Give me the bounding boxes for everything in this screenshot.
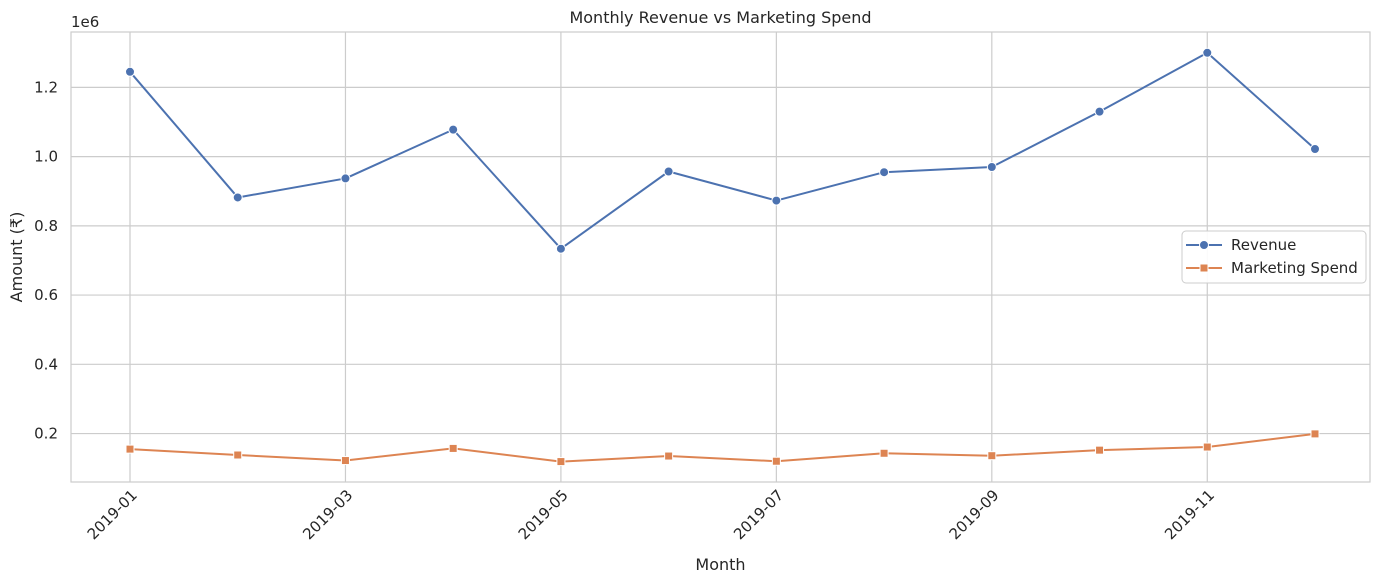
plot-frame	[70, 31, 1371, 483]
series-0	[125, 47, 1320, 254]
y-tick-label: 0.2	[34, 425, 58, 443]
data-point	[125, 444, 135, 454]
legend-item: Marketing Spend	[1186, 259, 1358, 277]
data-point	[555, 243, 566, 254]
x-tick-label: 2019-07	[730, 486, 787, 543]
legend-marker	[1199, 263, 1209, 273]
data-point	[1310, 144, 1320, 154]
y-axis-multiplier: 1e6	[71, 13, 99, 31]
data-point	[771, 456, 781, 466]
legend-item: Revenue	[1186, 236, 1296, 254]
legend: Revenue Marketing Spend	[1181, 230, 1367, 284]
data-point	[1202, 442, 1212, 452]
data-point	[664, 451, 674, 461]
data-point	[232, 192, 243, 203]
x-tick-labels: 2019-01 2019-03 2019-05 2019-07 2019-09 2019-…	[84, 486, 1218, 543]
series-1	[125, 429, 1320, 467]
x-tick-label: 2019-03	[299, 486, 356, 543]
data-point	[663, 166, 674, 177]
data-point	[448, 443, 458, 453]
data-point	[986, 162, 997, 172]
data-point	[879, 167, 890, 178]
data-point	[448, 124, 459, 135]
legend-box	[1181, 230, 1367, 284]
x-tick-label: 2019-05	[515, 486, 572, 543]
x-tick-label: 2019-11	[1161, 486, 1218, 543]
series-line	[129, 51, 1316, 250]
legend-marker	[1199, 240, 1209, 250]
data-point	[125, 66, 135, 77]
y-axis-title: Amount (₹)	[7, 212, 26, 303]
x-axis-title: Month	[695, 555, 745, 574]
data-point	[771, 195, 782, 206]
data-point	[987, 451, 997, 461]
data-point	[1095, 445, 1105, 455]
data-point	[1202, 47, 1213, 58]
y-tick-label: 0.6	[34, 286, 58, 304]
series-layer	[125, 47, 1320, 467]
data-point	[1310, 429, 1320, 439]
x-tick-label: 2019-09	[946, 486, 1003, 543]
legend-label: Revenue	[1231, 236, 1296, 254]
x-tick-label: 2019-01	[84, 486, 141, 543]
y-tick-label: 0.8	[34, 217, 58, 235]
grid	[71, 32, 1370, 482]
y-tick-labels: 0.2 0.4 0.6 0.8 1.0 1.2	[34, 78, 58, 442]
y-tick-label: 0.4	[34, 355, 58, 373]
series-line	[129, 432, 1316, 463]
y-tick-label: 1.0	[34, 148, 58, 166]
legend-label: Marketing Spend	[1231, 259, 1358, 277]
data-point	[340, 456, 350, 466]
data-point	[340, 173, 351, 184]
data-point	[1094, 106, 1105, 117]
data-point	[233, 450, 243, 460]
data-point	[879, 448, 889, 458]
chart-title: Monthly Revenue vs Marketing Spend	[569, 8, 871, 27]
data-point	[556, 457, 566, 467]
y-tick-label: 1.2	[34, 78, 58, 96]
